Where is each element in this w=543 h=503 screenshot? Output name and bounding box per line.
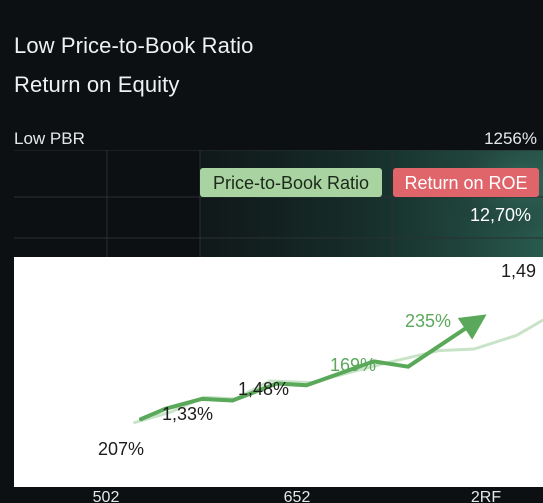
legend-item-pbr: Price-to-Book Ratio xyxy=(200,168,382,197)
data-label: 169% xyxy=(330,355,376,375)
legend-chip xyxy=(393,168,539,197)
growth-arrow-head xyxy=(457,314,487,340)
roe-chart: 207% 1,33% 1,48% 169% 235% 12,70% 1,49 Price-t… xyxy=(14,150,543,503)
x-tick-label: 2RF xyxy=(471,489,501,503)
legend-chip xyxy=(200,168,382,197)
x-tick-label: 502 xyxy=(93,489,120,503)
data-label: 207% xyxy=(98,439,144,459)
percent-label: 1256% xyxy=(484,129,537,148)
x-tick-label: 652 xyxy=(284,489,311,503)
chart-glow-highlight xyxy=(380,150,543,257)
plot-area xyxy=(14,257,543,487)
data-label: 235% xyxy=(405,311,451,331)
page-subtitle: Return on Equity xyxy=(14,72,180,97)
page-title: Low Price-to-Book Ratio xyxy=(14,33,254,58)
legend-label: Price-to-Book Ratio xyxy=(213,173,369,193)
low-pbr-label: Low PBR xyxy=(14,129,85,148)
series-line-roe xyxy=(139,315,484,422)
data-label: 1,33% xyxy=(162,404,213,424)
data-label: 1,48% xyxy=(238,379,289,399)
data-label: 12,70% xyxy=(470,205,531,225)
legend-label: Return on ROE xyxy=(404,173,527,193)
legend-item-roe: Return on ROE xyxy=(393,168,539,197)
data-label: 1,49 xyxy=(501,261,536,281)
